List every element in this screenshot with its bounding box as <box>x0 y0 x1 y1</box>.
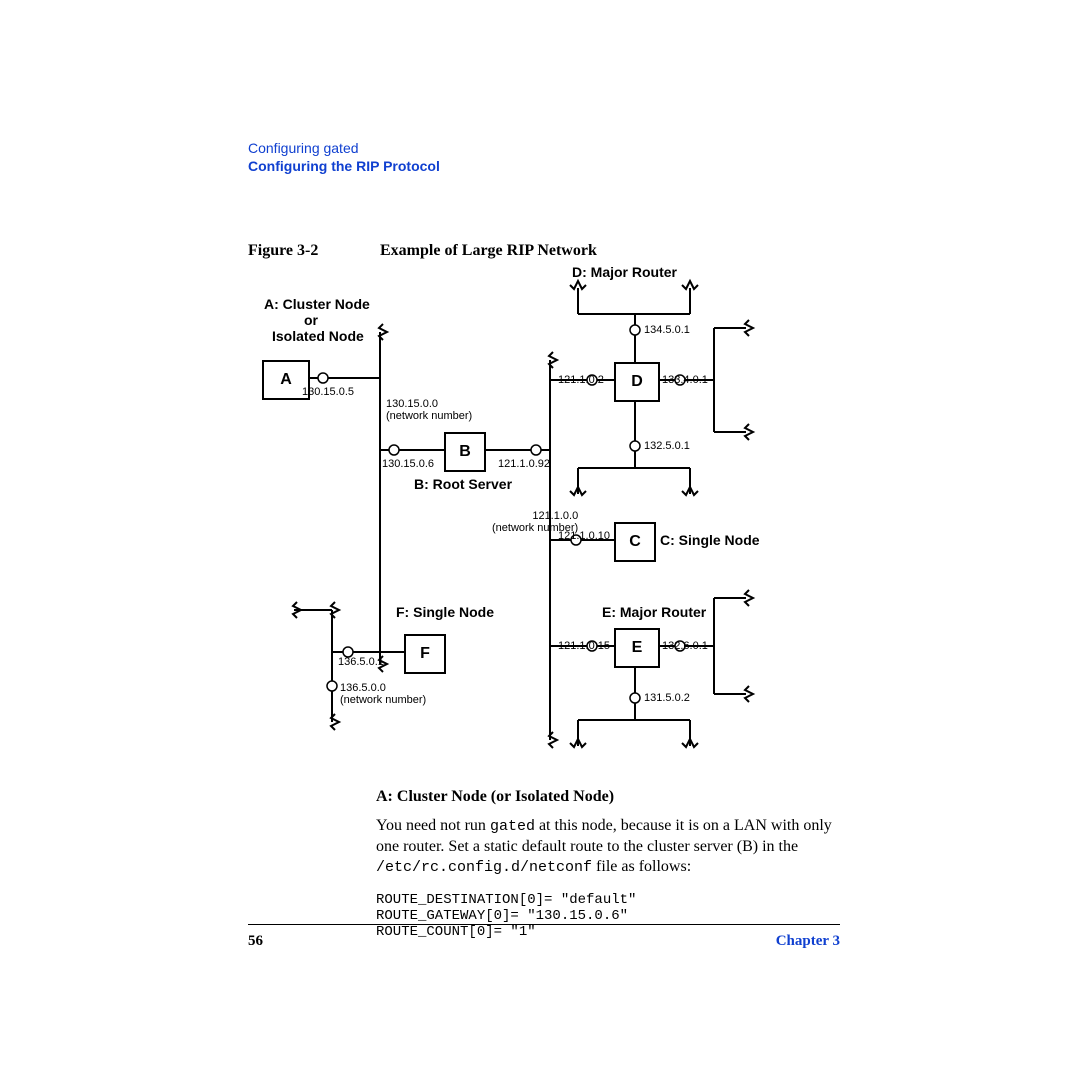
ip-e-left: 121.1.0.15 <box>558 640 610 652</box>
b-label: B: Root Server <box>414 476 512 492</box>
ip-d-bot: 132.5.0.1 <box>644 440 690 452</box>
node-f: F <box>404 634 446 674</box>
ip-d-left: 121.1.0.2 <box>558 374 604 386</box>
chapter-label: Chapter 3 <box>776 933 840 950</box>
a-label-1: A: Cluster Node <box>264 296 370 312</box>
ip-net-a: 130.15.0.0(network number) <box>386 398 472 422</box>
section-paragraph: You need not run gated at this node, bec… <box>376 816 838 878</box>
node-d: D <box>614 362 660 402</box>
node-b: B <box>444 432 486 472</box>
network-diagram: A B C D E F A: Cluster Node or Isolated … <box>248 258 848 758</box>
ip-e-right: 132.6.0.1 <box>662 640 708 652</box>
a-label-3: Isolated Node <box>272 328 364 344</box>
d-label: D: Major Router <box>572 264 677 280</box>
f-label: F: Single Node <box>396 604 494 620</box>
ip-d-right: 133.4.0.1 <box>662 374 708 386</box>
ip-d-top: 134.5.0.1 <box>644 324 690 336</box>
e-label: E: Major Router <box>602 604 706 620</box>
node-c: C <box>614 522 656 562</box>
a-label-2: or <box>304 312 318 328</box>
ip-a-if: 130.15.0.5 <box>302 386 354 398</box>
header-section: Configuring gated <box>248 140 848 156</box>
ip-b-right: 121.1.0.92 <box>498 458 550 470</box>
c-label: C: Single Node <box>660 532 760 548</box>
ip-net-f: 136.5.0.0(network number) <box>340 682 426 706</box>
figure-title: Example of Large RIP Network <box>380 242 597 259</box>
page-footer: 56 Chapter 3 <box>248 924 840 950</box>
ip-b-left: 130.15.0.6 <box>382 458 434 470</box>
page-number: 56 <box>248 933 263 950</box>
ip-e-bot: 131.5.0.2 <box>644 692 690 704</box>
header-subsection: Configuring the RIP Protocol <box>248 158 848 174</box>
ip-c-left: 121.1.0.10 <box>558 530 610 542</box>
section-heading: A: Cluster Node (or Isolated Node) <box>376 788 838 806</box>
ip-f-left: 136.5.0.1 <box>338 656 384 668</box>
node-e: E <box>614 628 660 668</box>
